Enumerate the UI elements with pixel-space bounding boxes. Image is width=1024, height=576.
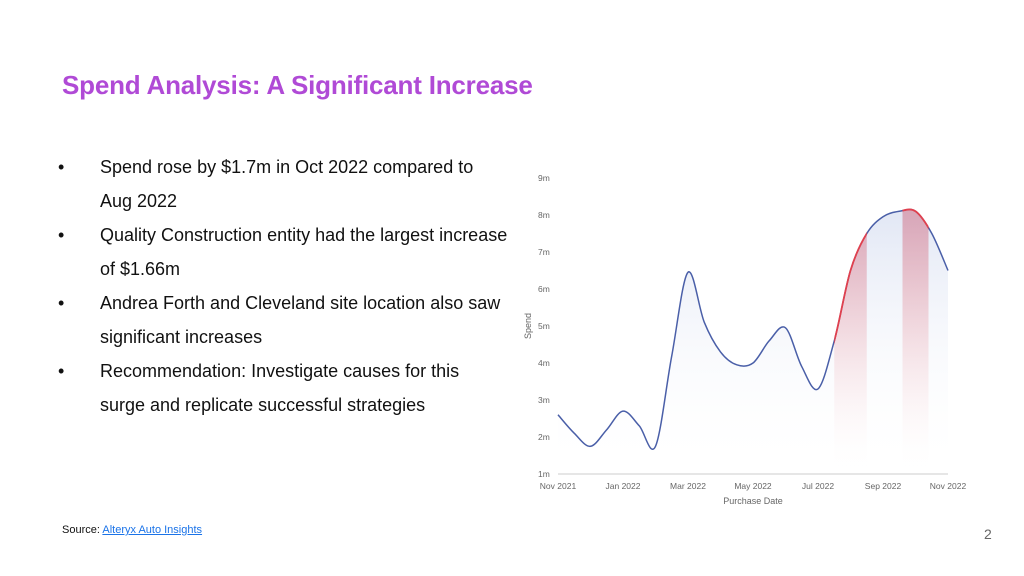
spend-chart-svg: 1m 2m 3m 4m 5m 6m 7m 8m 9m Nov 2021 Jan 2022 Mar 2… bbox=[523, 173, 967, 506]
x-tick-label: Jul 2022 bbox=[802, 481, 834, 491]
page-number: 2 bbox=[984, 526, 992, 542]
y-tick-label: 8m bbox=[538, 210, 550, 220]
bullet-item: • Andrea Forth and Cleveland site locati… bbox=[58, 286, 508, 354]
bullet-symbol: • bbox=[58, 157, 65, 177]
x-tick-label: Jan 2022 bbox=[606, 481, 641, 491]
slide-title: Spend Analysis: A Significant Increase bbox=[62, 70, 533, 100]
area-fill bbox=[558, 209, 948, 474]
y-tick-label: 7m bbox=[538, 247, 550, 257]
source-link[interactable]: Alteryx Auto Insights bbox=[102, 524, 203, 536]
y-tick-label: 5m bbox=[538, 321, 550, 331]
source-label: Source: bbox=[62, 524, 100, 536]
bullet-symbol: • bbox=[58, 293, 65, 313]
y-tick-label: 1m bbox=[538, 469, 550, 479]
bullet-text: Quality Construction entity had the larg… bbox=[100, 225, 508, 279]
bullet-item: • Recommendation: Investigate causes for… bbox=[58, 354, 508, 422]
y-tick-label: 4m bbox=[538, 358, 550, 368]
y-tick-label: 6m bbox=[538, 284, 550, 294]
y-tick-label: 2m bbox=[538, 432, 550, 442]
bullet-list: • Spend rose by $1.7m in Oct 2022 compar… bbox=[58, 150, 508, 422]
x-tick-label: Nov 2021 bbox=[540, 481, 577, 491]
bullet-item: • Spend rose by $1.7m in Oct 2022 compar… bbox=[58, 150, 508, 218]
y-tick-label: 9m bbox=[538, 173, 550, 183]
series-line bbox=[557, 208, 949, 450]
bullet-text: Andrea Forth and Cleveland site location… bbox=[100, 293, 501, 347]
bullet-text: Spend rose by $1.7m in Oct 2022 compared… bbox=[100, 157, 474, 211]
bullet-text: Recommendation: Investigate causes for t… bbox=[100, 361, 460, 415]
x-tick-label: Nov 2022 bbox=[930, 481, 967, 491]
y-axis-title: Spend bbox=[523, 313, 533, 339]
bullet-symbol: • bbox=[58, 225, 65, 245]
x-tick-label: Mar 2022 bbox=[670, 481, 706, 491]
x-axis-title: Purchase Date bbox=[723, 496, 783, 506]
bullet-item: • Quality Construction entity had the la… bbox=[58, 218, 508, 286]
source-note: Source: Alteryx Auto Insights bbox=[62, 524, 202, 536]
x-tick-label: May 2022 bbox=[734, 481, 772, 491]
spend-chart: 1m 2m 3m 4m 5m 6m 7m 8m 9m Nov 2021 Jan 2022 Mar 2… bbox=[518, 168, 978, 513]
y-tick-label: 3m bbox=[538, 395, 550, 405]
x-tick-label: Sep 2022 bbox=[865, 481, 902, 491]
bullet-symbol: • bbox=[58, 361, 65, 381]
